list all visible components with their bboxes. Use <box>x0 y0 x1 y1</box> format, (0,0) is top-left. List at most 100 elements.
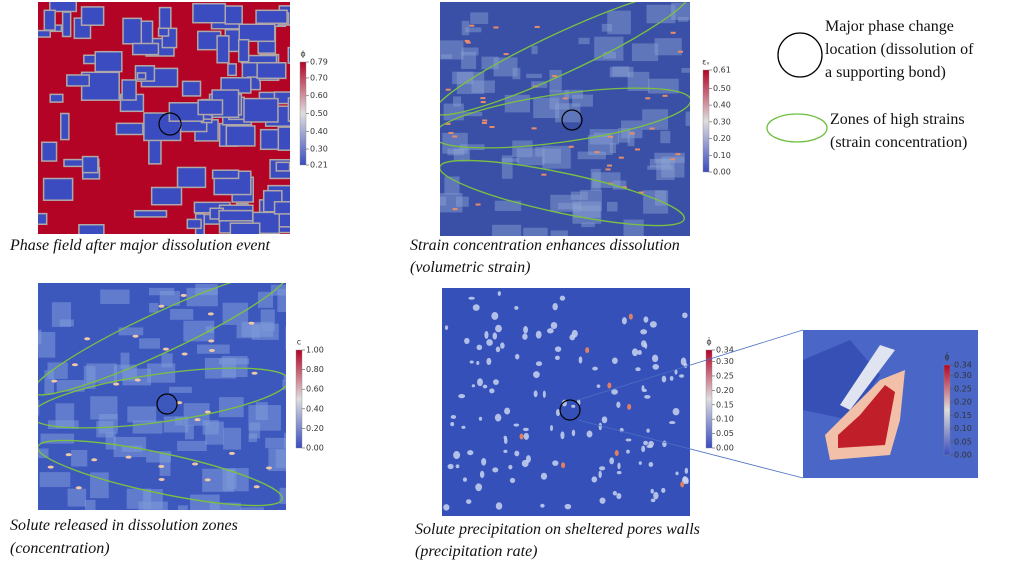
precipitate <box>675 471 679 476</box>
patch <box>132 420 163 434</box>
precipitate <box>514 305 519 310</box>
strain-spot <box>638 191 644 194</box>
strain-spot <box>662 94 668 97</box>
simulation-image <box>803 330 978 478</box>
strain-zone <box>440 159 685 227</box>
caption: Phase field after major dissolution even… <box>9 237 271 254</box>
patch <box>283 374 286 382</box>
patch <box>202 420 219 435</box>
patch <box>440 193 463 213</box>
strain-spot <box>605 168 611 171</box>
pore <box>259 128 280 151</box>
strain-spot <box>670 158 676 161</box>
precipitate <box>486 339 493 346</box>
patch <box>175 416 184 426</box>
pore <box>136 72 147 80</box>
colorbar-tick-label: 0.60 <box>310 91 328 100</box>
pore <box>157 27 170 37</box>
patch <box>71 449 88 467</box>
colorbar-tick-label: 0.70 <box>310 73 328 82</box>
caption: Solute precipitation on sheltered pores … <box>415 521 700 538</box>
precipitate <box>479 470 485 479</box>
precipitate <box>651 354 659 363</box>
pore <box>237 38 250 63</box>
colorbar-tick-label: 0.15 <box>716 400 734 409</box>
solute-spot <box>75 486 82 490</box>
precipitate <box>521 459 529 468</box>
solute-spot <box>204 410 211 414</box>
solute-spot <box>158 477 165 481</box>
precipitate <box>616 401 621 408</box>
strain-spot <box>645 97 651 100</box>
colorbar <box>943 364 951 456</box>
colorbar-title: ϕ̇ <box>944 351 949 361</box>
pore <box>148 136 162 165</box>
crack <box>840 345 895 410</box>
precipitate <box>522 427 529 432</box>
patch <box>440 196 447 206</box>
precipitate <box>444 325 449 330</box>
solute-spot <box>204 478 211 482</box>
precipitate <box>493 379 499 385</box>
patch <box>542 148 561 164</box>
patch <box>550 194 581 212</box>
patch <box>120 352 130 369</box>
precipitate <box>462 477 468 482</box>
precipitate <box>542 390 546 398</box>
precipitate <box>682 312 688 319</box>
precipitate <box>653 491 659 500</box>
colorbar-tick-label: 0.00 <box>716 444 734 453</box>
solute-spot <box>134 378 141 382</box>
precipitate <box>616 493 622 500</box>
patch <box>183 403 210 426</box>
patch <box>453 148 470 162</box>
patch <box>178 505 188 510</box>
strain-spot <box>634 148 640 151</box>
patch <box>609 66 634 78</box>
pore <box>197 99 224 116</box>
strain-spot <box>629 132 635 135</box>
patch <box>609 143 617 154</box>
precipitate <box>504 407 511 415</box>
strain-spot <box>649 127 655 130</box>
precipitate <box>571 329 578 338</box>
strain-zone <box>38 367 286 429</box>
patch <box>279 487 286 505</box>
patch <box>572 94 593 107</box>
colorbar-tick-label: 0.34 <box>716 346 734 355</box>
legend-text: a supporting bond) <box>825 64 946 81</box>
colorbar-tick-label: 0.30 <box>310 145 328 154</box>
pore <box>41 141 58 162</box>
precipitate <box>571 429 576 437</box>
patch <box>113 364 137 381</box>
colorbar-title: ϕ <box>300 50 305 59</box>
strain-spot <box>503 53 509 56</box>
precipitate <box>621 317 627 325</box>
patch <box>471 80 495 93</box>
patch <box>516 148 545 166</box>
precipitate <box>491 312 499 320</box>
patch <box>226 468 237 489</box>
patch <box>456 72 485 94</box>
precipitate <box>644 394 651 399</box>
precipitate <box>648 461 654 467</box>
patch <box>671 2 690 20</box>
patch <box>56 380 85 392</box>
pore <box>275 161 290 172</box>
precipitate <box>599 466 606 471</box>
patch <box>105 432 116 450</box>
solute-spot <box>265 466 272 470</box>
patch <box>248 433 258 443</box>
patch <box>607 201 618 212</box>
strain-spot <box>448 131 454 134</box>
colorbar-tick-label: 0.20 <box>306 424 324 433</box>
precipitate <box>450 422 455 427</box>
precipitate <box>471 384 476 388</box>
precipitate <box>522 333 528 340</box>
patch <box>555 103 581 123</box>
patch <box>677 16 689 22</box>
pore <box>122 17 143 45</box>
precipitate <box>492 467 499 473</box>
colorbar-tick-label: 1.00 <box>306 346 324 355</box>
strain-spot <box>481 122 487 125</box>
